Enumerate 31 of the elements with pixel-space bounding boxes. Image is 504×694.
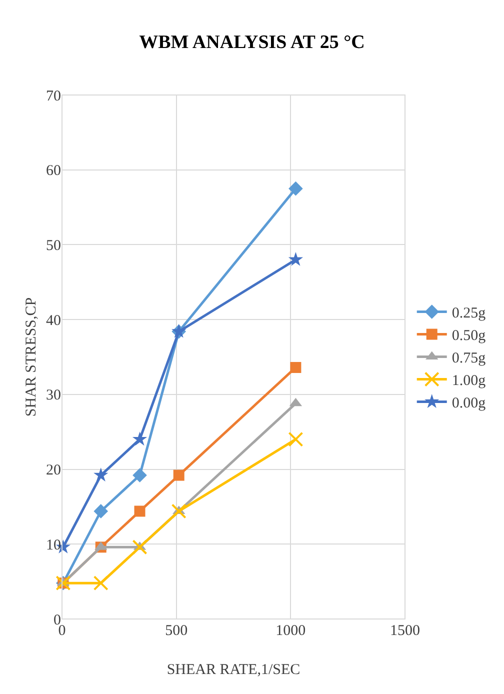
legend-label: 0.75g — [452, 350, 486, 367]
x-tick-label: 500 — [165, 623, 188, 639]
legend-label: 1.00g — [452, 373, 486, 390]
point — [288, 252, 304, 266]
chart-title: WBM ANALYSIS AT 25 °C — [139, 32, 365, 53]
y-tick-label: 40 — [46, 312, 61, 329]
legend-label: 0.25g — [452, 306, 486, 322]
y-tick-label: 20 — [46, 462, 61, 479]
point — [132, 432, 148, 446]
point — [288, 432, 304, 447]
legend-label: 0.00g — [452, 396, 486, 412]
y-tick-label: 50 — [46, 238, 61, 254]
point — [94, 468, 108, 482]
point — [173, 470, 184, 481]
y-tick-label: 10 — [46, 537, 61, 554]
legend-label: 0.50g — [452, 328, 486, 344]
x-axis-title: SHEAR RATE,1/SEC — [166, 662, 300, 678]
point — [93, 576, 108, 591]
point — [132, 468, 147, 482]
point — [132, 540, 148, 555]
y-tick-label: 70 — [46, 88, 61, 104]
y-tick-label: 60 — [46, 163, 61, 180]
point — [288, 181, 303, 196]
point — [171, 504, 186, 519]
y-tick-label: 30 — [46, 388, 61, 404]
point — [134, 506, 146, 517]
x-tick-label: 1500 — [390, 623, 420, 639]
point — [94, 504, 108, 518]
x-tick-label: 1000 — [276, 623, 306, 639]
point — [290, 362, 302, 373]
y-axis-title: SHAR STRESS,CP — [23, 297, 40, 417]
